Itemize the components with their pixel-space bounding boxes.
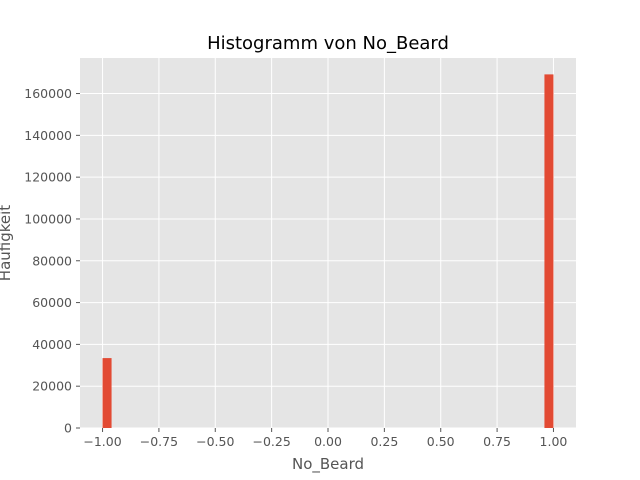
x-tick-label: −0.50 [196, 434, 234, 449]
bars [102, 74, 554, 428]
x-tick-label: 0.50 [427, 434, 455, 449]
y-tick-label: 160000 [24, 86, 72, 101]
y-axis-label: Häufigkeit [0, 205, 14, 281]
x-axis-label: No_Beard [292, 455, 364, 474]
chart-title: Histogramm von No_Beard [207, 33, 449, 54]
x-tick-label: 0.25 [370, 434, 398, 449]
x-tick-label: −1.00 [83, 434, 121, 449]
y-tick-label: 120000 [24, 170, 72, 185]
y-tick-label: 0 [64, 421, 72, 436]
histogram-bar [102, 358, 112, 428]
y-tick-label: 80000 [32, 253, 72, 268]
x-tick-label: 1.00 [540, 434, 568, 449]
y-tick-label: 60000 [32, 295, 72, 310]
histogram-bar [544, 74, 554, 428]
y-axis-ticks: 0 20000 40000 60000 80000 100000 120000 140000 1… [24, 86, 80, 436]
y-tick-label: 140000 [24, 128, 72, 143]
x-tick-label: −0.75 [140, 434, 178, 449]
x-tick-label: 0.00 [314, 434, 342, 449]
x-axis-ticks: −1.00 −0.75 −0.50 −0.25 0.00 0.25 0.50 0.75 1.00 [83, 428, 567, 449]
y-tick-label: 100000 [24, 211, 72, 226]
y-tick-label: 20000 [32, 379, 72, 394]
y-tick-label: 40000 [32, 337, 72, 352]
x-tick-label: 0.75 [483, 434, 511, 449]
x-tick-label: −0.25 [252, 434, 290, 449]
